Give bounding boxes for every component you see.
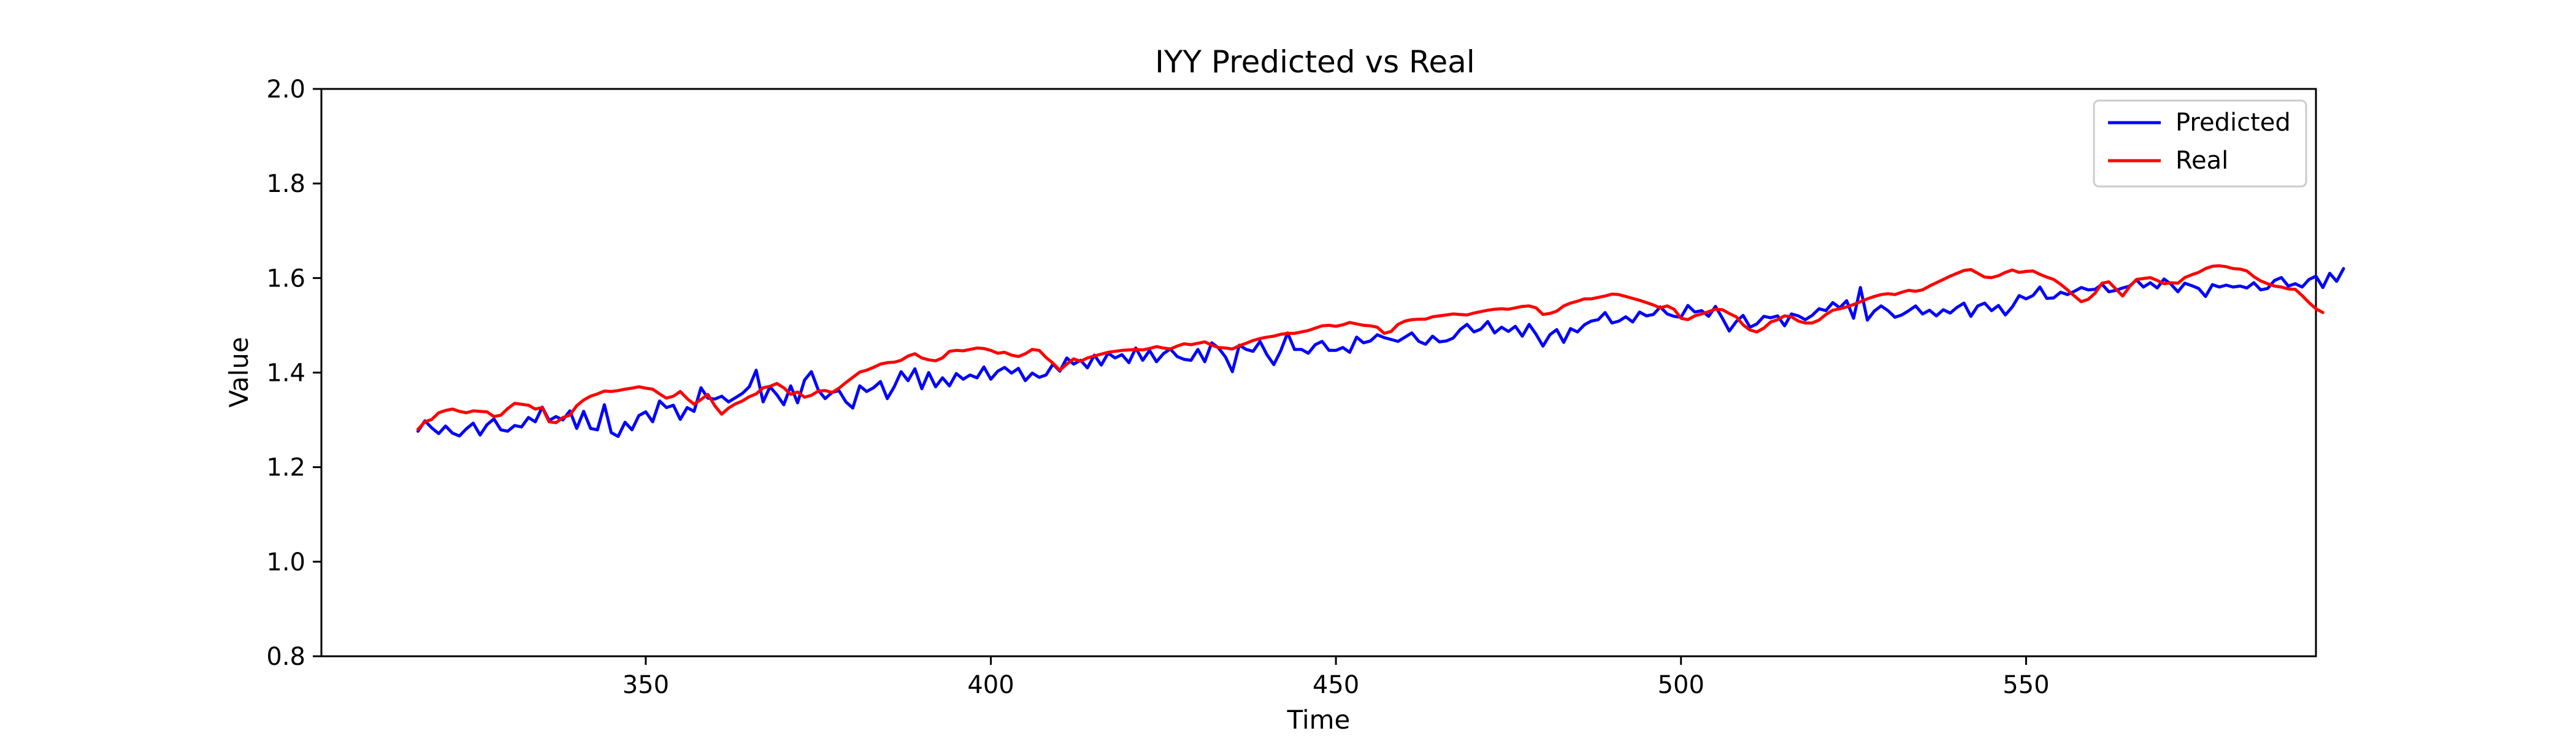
y-tick-label: 1.8 — [266, 170, 305, 198]
y-tick-label: 1.2 — [266, 454, 305, 482]
x-axis-label: Time — [1287, 705, 1351, 735]
x-tick-label: 500 — [1658, 671, 1704, 699]
y-tick-label: 2.0 — [266, 75, 305, 104]
legend-label-real: Real — [2175, 147, 2228, 175]
plot-frame — [320, 88, 2317, 657]
plot-area: 350 400 450 500 550 0.8 1.0 1.2 1.4 1.6 1.8 2.0 — [266, 75, 2345, 699]
y-tick-label: 1.0 — [266, 548, 305, 577]
chart-title: IYY Predicted vs Real — [1155, 44, 1475, 80]
y-tick-label: 0.8 — [266, 643, 305, 671]
x-tick-label: 350 — [623, 671, 669, 699]
x-tick-label: 450 — [1313, 671, 1359, 699]
series-line-real — [416, 264, 2325, 431]
x-axis: 350 400 450 500 550 — [623, 656, 2050, 699]
legend: Predicted Real — [2093, 99, 2307, 188]
legend-label-predicted: Predicted — [2175, 109, 2291, 137]
y-tick-label: 1.4 — [266, 359, 305, 388]
series-line-predicted — [416, 267, 2345, 439]
series-lines — [416, 264, 2345, 439]
y-tick-label: 1.6 — [266, 264, 305, 293]
y-axis: 0.8 1.0 1.2 1.4 1.6 1.8 2.0 — [266, 75, 321, 671]
x-tick-label: 550 — [2003, 671, 2049, 699]
x-tick-label: 400 — [967, 671, 1014, 699]
y-axis-label: Value — [224, 337, 254, 407]
